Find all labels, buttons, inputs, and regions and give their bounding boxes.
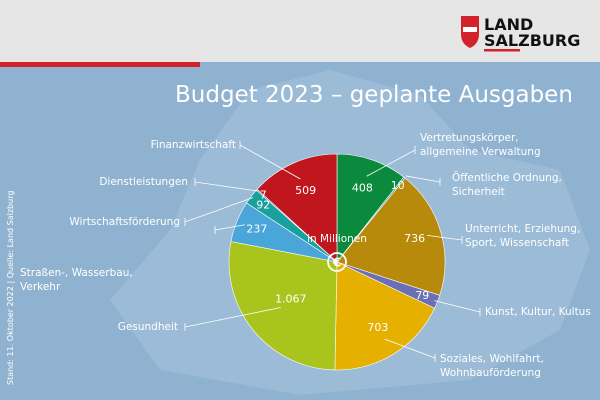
value-label: 1.067 [275, 292, 307, 305]
leader-line [366, 149, 416, 177]
pie-slice [334, 261, 435, 371]
value-label: 92 [256, 199, 270, 212]
value-label: 10 [391, 179, 405, 192]
leader-line [239, 144, 301, 180]
header-band [0, 0, 600, 62]
category-label: Kunst, Kultur, Kultus [485, 306, 591, 318]
value-label: 408 [352, 182, 373, 195]
category-label: Wirtschaftsförderung [69, 216, 180, 228]
category-label: Finanzwirtschaft [150, 139, 236, 151]
value-label: 509 [295, 184, 316, 197]
value-label: 703 [367, 321, 388, 334]
category-label: Soziales, Wohlfahrt, Wohnbauförderung [440, 353, 544, 379]
value-label: 237 [246, 223, 267, 236]
category-label: Öffentliche Ordnung, Sicherheit [452, 172, 562, 198]
pie-slice [256, 153, 338, 263]
accent-bar [0, 62, 200, 67]
logo-shield [461, 16, 479, 48]
logo-text: SALZBURG [484, 31, 580, 50]
leader-line [184, 197, 254, 223]
unit-note: in Millionen [307, 233, 367, 245]
category-label: Straßen-, Wasserbau, Verkehr [20, 267, 133, 293]
logo-underline [484, 49, 520, 52]
category-label: Unterricht, Erziehung, Sport, Wissenscha… [465, 223, 581, 249]
category-label: Vertretungskörper, allgemeine Verwaltung [420, 132, 541, 158]
currency-badge [327, 252, 347, 272]
leader-line [384, 338, 436, 359]
leader-line [405, 175, 441, 183]
logo-text: LAND [484, 15, 533, 34]
chart-title: Budget 2023 – geplante Ausgaben [175, 82, 573, 108]
leader-line [434, 300, 481, 313]
leader-line [427, 234, 463, 241]
pie-slice [336, 177, 446, 296]
source-note: Stand: 11. Oktober 2022 | Quelle: Land S… [6, 191, 15, 385]
category-label: Gesundheit [117, 321, 178, 333]
leader-line [214, 224, 245, 231]
pie-slice [228, 241, 338, 371]
category-label: Dienstleistungen [99, 176, 188, 188]
leader-line [194, 181, 259, 192]
currency-symbol: € [332, 256, 341, 270]
value-label: 7 [260, 188, 267, 201]
pie-slice [336, 153, 405, 263]
value-label: 79 [415, 289, 429, 302]
value-label: 736 [404, 232, 425, 245]
leader-line [184, 307, 281, 328]
